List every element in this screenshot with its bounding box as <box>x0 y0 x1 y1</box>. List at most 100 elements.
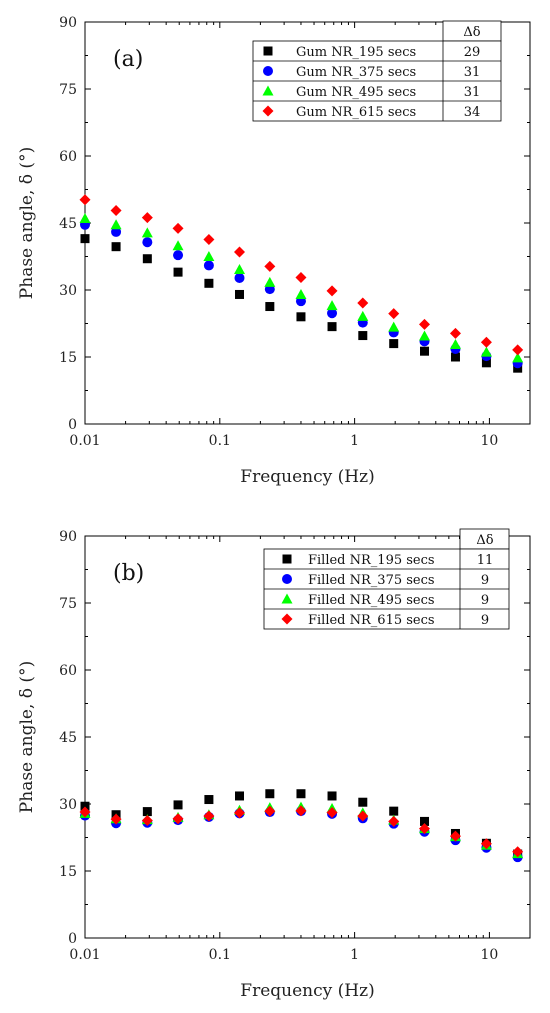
data-point <box>141 212 153 224</box>
data-point <box>111 226 122 237</box>
data-point <box>141 227 153 238</box>
data-point <box>512 352 524 363</box>
data-point <box>203 260 214 271</box>
data-point <box>204 278 214 288</box>
y-tick-label: 75 <box>59 596 77 612</box>
data-point <box>235 791 245 801</box>
panel-label: (a) <box>113 47 143 72</box>
x-tick-label: 0.1 <box>209 947 231 963</box>
data-point <box>512 846 524 858</box>
legend-delta: 34 <box>464 105 481 120</box>
legend-label: Gum NR_375 secs <box>296 65 416 80</box>
y-tick-label: 60 <box>59 663 77 679</box>
data-point <box>265 302 275 312</box>
data-point <box>80 801 90 811</box>
panel-label: (b) <box>113 561 144 586</box>
legend-header: Δδ <box>463 25 480 40</box>
data-point <box>449 830 461 842</box>
data-point <box>79 213 91 224</box>
data-point <box>481 358 491 368</box>
data-point <box>449 338 461 349</box>
y-axis-title: Phase angle, δ (°) <box>17 661 37 813</box>
data-point <box>234 272 245 283</box>
x-tick-label: 1 <box>350 433 359 449</box>
legend-label: Filled NR_615 secs <box>308 613 435 628</box>
x-tick-label: 10 <box>481 947 499 963</box>
y-axis-title: Phase angle, δ (°) <box>17 147 37 299</box>
y-tick-label: 30 <box>59 797 77 813</box>
data-point <box>203 234 215 246</box>
y-tick-label: 45 <box>59 730 77 746</box>
data-point <box>173 250 184 261</box>
data-point <box>358 797 368 807</box>
legend-label: Filled NR_375 secs <box>308 573 435 588</box>
data-point <box>141 815 153 827</box>
series-4 <box>79 805 524 858</box>
data-point <box>449 327 461 339</box>
data-point <box>173 267 183 277</box>
y-tick-label: 15 <box>59 350 77 366</box>
y-tick-label: 75 <box>59 82 77 98</box>
legend-marker <box>282 574 292 584</box>
data-point <box>265 789 275 799</box>
data-point <box>388 308 400 320</box>
legend-marker <box>281 593 293 604</box>
data-point <box>203 251 215 261</box>
y-tick-label: 90 <box>59 15 77 31</box>
data-point <box>79 806 91 818</box>
data-point <box>419 318 431 330</box>
y-tick-label: 60 <box>59 149 77 165</box>
data-point <box>512 344 524 356</box>
data-point <box>357 810 369 822</box>
data-point <box>295 288 307 299</box>
data-point <box>296 312 306 322</box>
legend-marker <box>281 613 293 625</box>
data-point <box>388 815 400 827</box>
x-axis-title: Frequency (Hz) <box>240 981 374 1001</box>
data-point <box>295 271 307 283</box>
data-point <box>480 838 492 850</box>
legend-header: Δδ <box>476 533 493 548</box>
x-tick-label: 0.01 <box>69 433 100 449</box>
data-point <box>110 219 122 230</box>
legend-label: Filled NR_195 secs <box>308 553 435 568</box>
data-point <box>357 297 369 309</box>
legend-label: Gum NR_495 secs <box>296 85 416 100</box>
series-3 <box>79 213 524 363</box>
data-point <box>80 234 90 244</box>
y-tick-label: 0 <box>68 931 77 947</box>
legend: Δδ Gum NR_195 secs 29 Gum NR_375 secs 31 Gum … <box>252 20 502 122</box>
data-point <box>389 806 399 816</box>
data-point <box>172 222 184 234</box>
chart-panel-2: 0 15 30 45 60 75 90 0.01 0.1 1 10 Frequency (Hz) Pha… <box>17 528 531 1001</box>
data-point <box>172 813 184 825</box>
data-point <box>480 346 492 357</box>
data-point <box>79 194 91 206</box>
chart-panel-1: 0 15 30 45 60 75 90 0.01 0.1 1 10 Frequency (Hz) Pha… <box>17 15 531 487</box>
legend-marker <box>263 46 273 56</box>
legend-marker <box>263 66 273 76</box>
legend-delta: 9 <box>481 573 489 588</box>
data-point <box>203 810 215 822</box>
data-point <box>389 339 399 349</box>
data-point <box>326 300 338 311</box>
data-point <box>420 816 430 826</box>
data-point <box>142 254 152 264</box>
data-point <box>234 807 246 819</box>
data-point <box>327 791 337 801</box>
data-point <box>357 310 369 321</box>
data-point <box>264 276 276 287</box>
legend-label: Gum NR_195 secs <box>296 45 416 60</box>
data-point <box>204 795 214 805</box>
legend-marker <box>262 105 274 117</box>
data-point <box>142 237 153 248</box>
y-tick-label: 90 <box>59 529 77 545</box>
legend-delta: 29 <box>464 45 481 60</box>
legend-label: Gum NR_615 secs <box>296 105 416 120</box>
legend-label: Filled NR_495 secs <box>308 593 435 608</box>
data-point <box>327 308 338 319</box>
data-point <box>388 321 400 332</box>
legend-delta: 9 <box>481 593 489 608</box>
legend-marker <box>282 554 292 564</box>
